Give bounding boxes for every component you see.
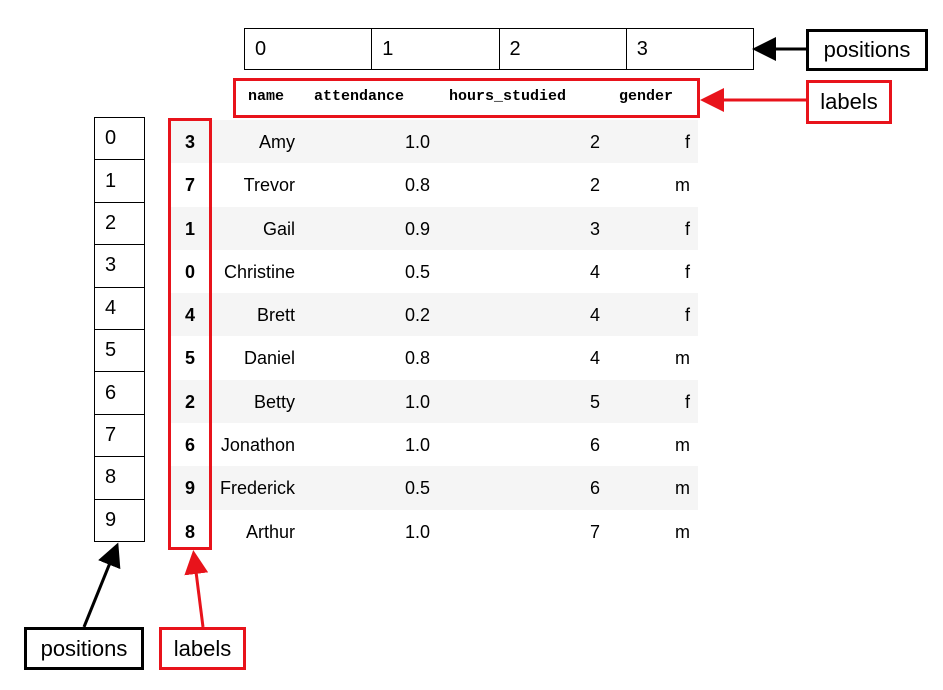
row-position-cell: 2 bbox=[95, 203, 144, 246]
cell-name: Frederick bbox=[219, 478, 295, 499]
cell-name: Arthur bbox=[245, 521, 295, 542]
column-header-name: name bbox=[248, 88, 285, 105]
cell-gender: f bbox=[684, 391, 690, 412]
row-label: 2 bbox=[184, 391, 195, 412]
cell-hours-studied: 2 bbox=[589, 132, 600, 152]
row-label: 7 bbox=[184, 175, 195, 196]
dataframe-body: 3 Amy 1.0 2 f 7 Trevor 0.8 2 m 1 Gail 0.9 3 f 0 Christin… bbox=[170, 120, 698, 553]
cell-name: Amy bbox=[259, 132, 295, 152]
row-labels-highlight bbox=[168, 118, 212, 550]
cell-hours-studied: 4 bbox=[589, 348, 600, 369]
row-label: 8 bbox=[184, 521, 195, 542]
column-header-hours-studied: hours_studied bbox=[449, 88, 567, 105]
row-position-cell: 5 bbox=[95, 330, 144, 373]
cell-attendance: 0.8 bbox=[404, 348, 430, 369]
cell-attendance: 1.0 bbox=[404, 435, 430, 456]
cell-gender: f bbox=[684, 305, 690, 326]
row-position-cell: 7 bbox=[95, 415, 144, 458]
cell-attendance: 0.5 bbox=[404, 261, 430, 282]
column-header-attendance: attendance bbox=[314, 88, 405, 105]
cell-attendance: 0.9 bbox=[404, 218, 430, 239]
row-label: 4 bbox=[184, 305, 195, 326]
cell-gender: f bbox=[684, 218, 690, 239]
row-position-cell: 8 bbox=[95, 457, 144, 500]
cell-name: Brett bbox=[256, 305, 295, 326]
column-position-cell: 0 bbox=[245, 29, 373, 69]
cell-attendance: 0.5 bbox=[404, 478, 430, 499]
table-row: 0 Christine 0.5 4 f bbox=[170, 250, 698, 293]
cell-gender: m bbox=[675, 175, 690, 196]
row-position-cell: 4 bbox=[95, 288, 144, 331]
cell-hours-studied: 5 bbox=[589, 391, 600, 412]
table-row: 8 Arthur 1.0 7 m bbox=[170, 510, 698, 553]
column-header-gender: gender bbox=[619, 88, 674, 105]
column-position-cell: 1 bbox=[372, 29, 500, 69]
table-row: 9 Frederick 0.5 6 m bbox=[170, 466, 698, 510]
column-labels-highlight bbox=[233, 78, 700, 118]
cell-gender: m bbox=[675, 478, 690, 499]
cell-name: Jonathon bbox=[220, 435, 295, 456]
cell-name: Daniel bbox=[243, 348, 295, 369]
cell-hours-studied: 3 bbox=[589, 218, 600, 239]
cell-hours-studied: 6 bbox=[589, 435, 600, 456]
table-row: 4 Brett 0.2 4 f bbox=[170, 293, 698, 337]
table-row: 2 Betty 1.0 5 f bbox=[170, 379, 698, 424]
cell-gender: m bbox=[675, 521, 690, 542]
dataframe-header: name attendance hours_studied gender bbox=[210, 80, 700, 116]
row-label: 3 bbox=[184, 132, 195, 152]
callout-column-positions: positions bbox=[806, 29, 928, 71]
column-position-cell: 2 bbox=[500, 29, 627, 69]
cell-name: Betty bbox=[253, 391, 295, 412]
cell-attendance: 0.2 bbox=[404, 305, 430, 326]
cell-attendance: 0.8 bbox=[404, 175, 430, 196]
cell-gender: f bbox=[684, 261, 690, 282]
row-position-cell: 1 bbox=[95, 160, 144, 203]
cell-hours-studied: 6 bbox=[589, 478, 600, 499]
cell-gender: m bbox=[675, 348, 690, 369]
cell-name: Christine bbox=[223, 261, 295, 282]
cell-hours-studied: 7 bbox=[589, 521, 600, 542]
row-label: 6 bbox=[184, 435, 195, 456]
table-row: 7 Trevor 0.8 2 m bbox=[170, 163, 698, 206]
row-positions-box: 0 1 2 3 4 5 6 7 8 9 bbox=[94, 117, 145, 542]
row-position-cell: 6 bbox=[95, 372, 144, 415]
row-position-cell: 3 bbox=[95, 245, 144, 288]
arrow-to-row-positions bbox=[82, 542, 121, 628]
cell-hours-studied: 2 bbox=[589, 175, 600, 196]
cell-hours-studied: 4 bbox=[589, 305, 600, 326]
table-row: 5 Daniel 0.8 4 m bbox=[170, 336, 698, 379]
row-label: 9 bbox=[184, 478, 195, 499]
table-row: 1 Gail 0.9 3 f bbox=[170, 206, 698, 250]
table-row: 3 Amy 1.0 2 f bbox=[170, 120, 698, 164]
cell-name: Gail bbox=[262, 218, 295, 239]
arrow-to-row-labels bbox=[184, 550, 209, 628]
row-position-cell: 9 bbox=[105, 508, 117, 531]
cell-attendance: 1.0 bbox=[404, 132, 430, 152]
callout-column-labels: labels bbox=[806, 80, 892, 124]
cell-attendance: 1.0 bbox=[404, 521, 430, 542]
row-position-cell: 0 bbox=[95, 118, 144, 161]
row-label: 5 bbox=[184, 348, 195, 369]
cell-hours-studied: 4 bbox=[589, 261, 600, 282]
cell-gender: f bbox=[684, 132, 690, 152]
cell-gender: m bbox=[675, 435, 690, 456]
cell-name: Trevor bbox=[243, 175, 295, 196]
cell-attendance: 1.0 bbox=[404, 391, 430, 412]
row-label: 0 bbox=[184, 261, 195, 282]
callout-row-labels: labels bbox=[159, 627, 246, 670]
table-row: 6 Jonathon 1.0 6 m bbox=[170, 423, 698, 466]
row-label: 1 bbox=[184, 218, 195, 239]
column-position-cell: 3 bbox=[636, 37, 648, 60]
callout-row-positions: positions bbox=[24, 627, 144, 670]
